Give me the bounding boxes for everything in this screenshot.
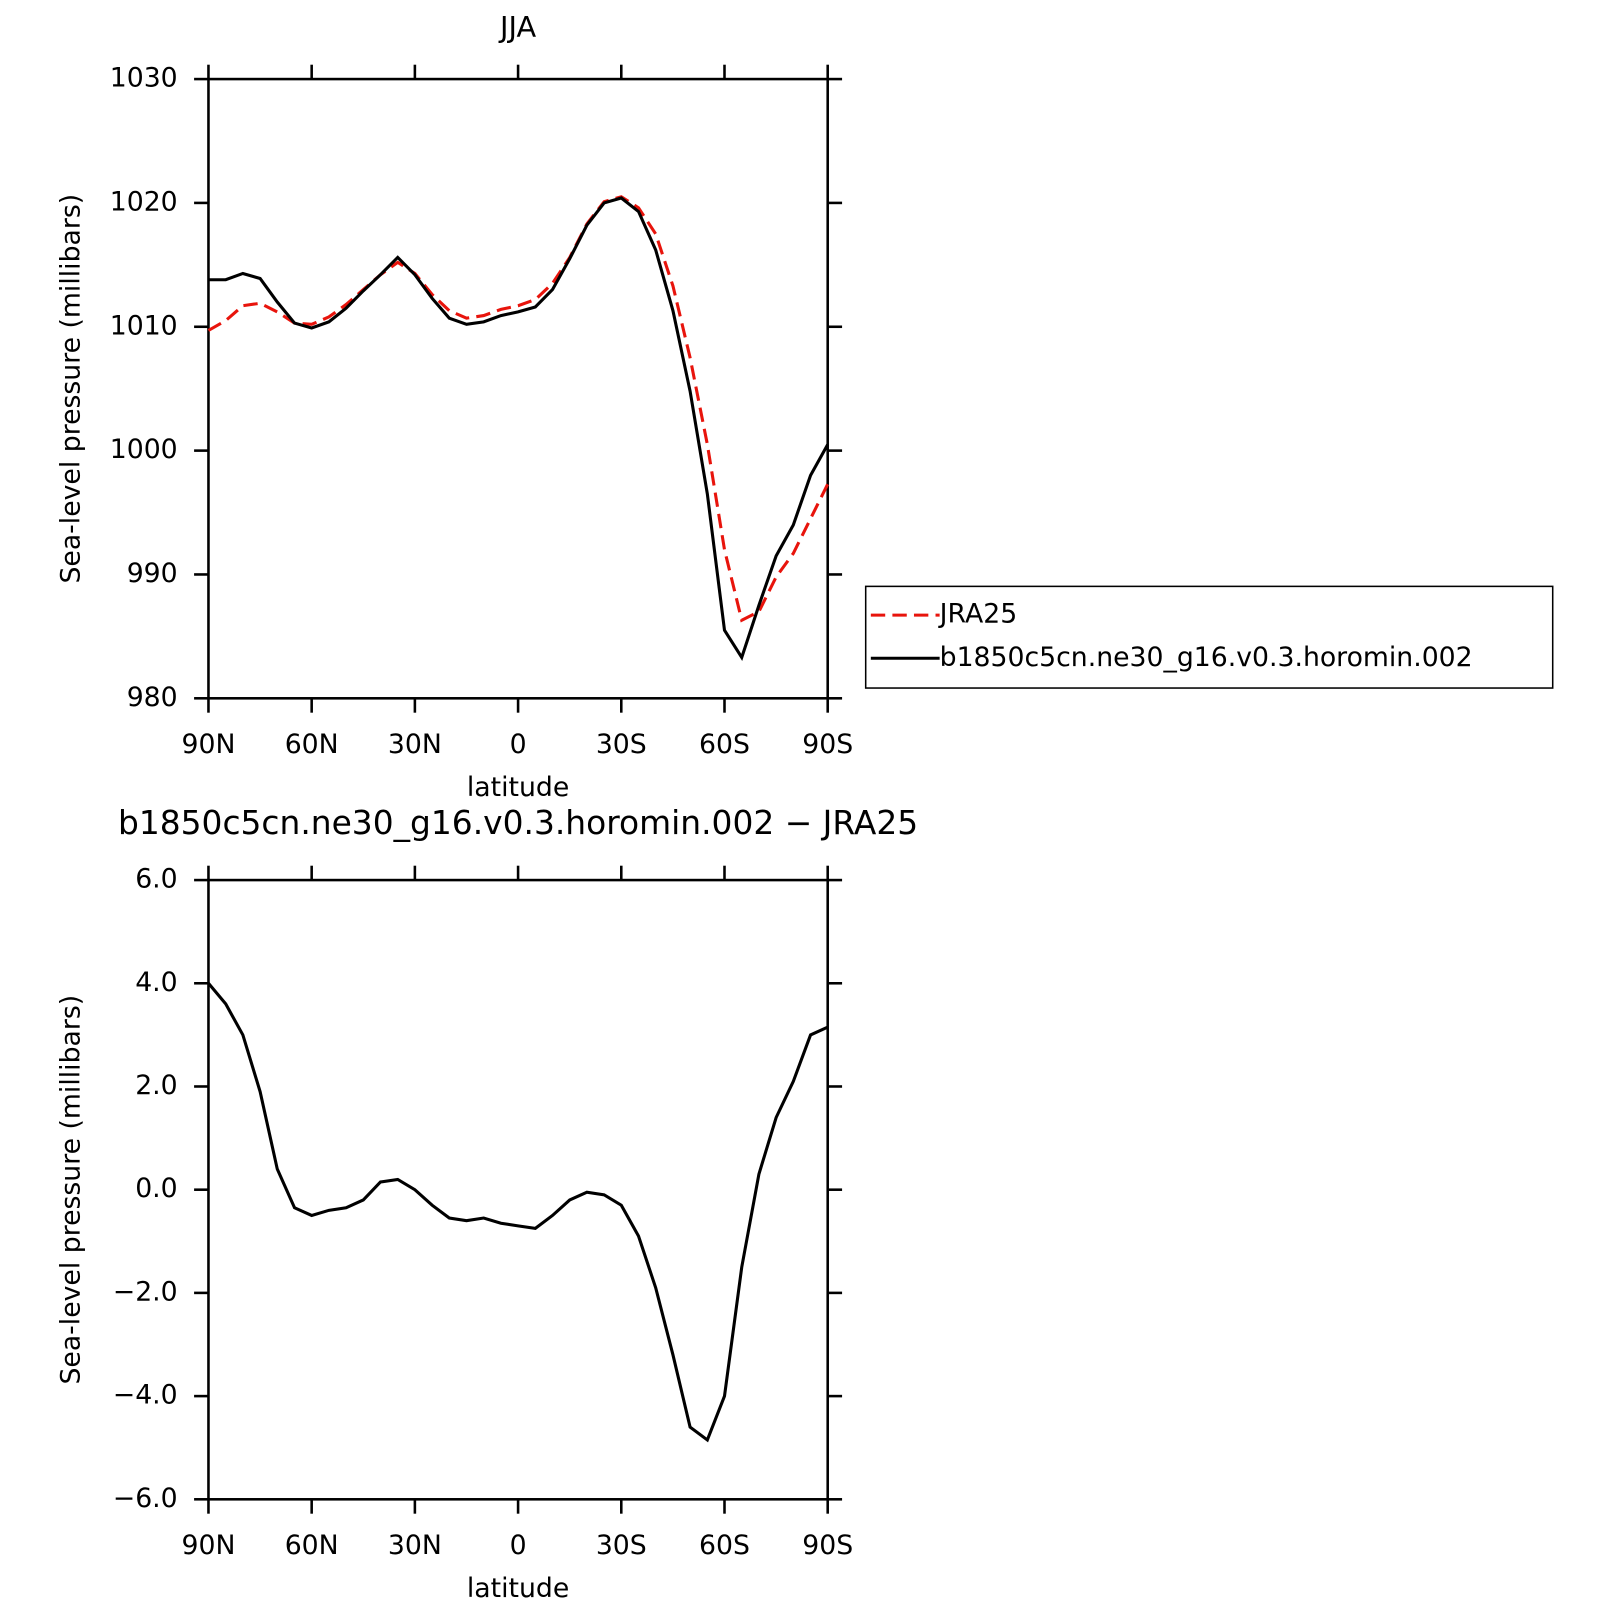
chart-title: b1850c5cn.ne30_g16.v0.3.horomin.002 − JR… [118,803,918,842]
y-tick-label: 1000 [110,434,178,465]
x-tick-label: 90S [802,729,853,760]
x-tick-label: 90N [181,1530,235,1561]
y-tick-label: 2.0 [135,1070,177,1101]
y-tick-label: 990 [127,558,178,589]
legend-label: b1850c5cn.ne30_g16.v0.3.horomin.002 [940,642,1473,673]
x-tick-label: 90N [181,729,235,760]
y-tick-label: 4.0 [135,967,177,998]
y-axis-label: Sea-level pressure (millibars) [55,995,86,1385]
y-tick-label: 1030 [110,63,178,94]
plot-frame [207,77,829,700]
x-axis-label: latitude [467,1573,569,1602]
x-tick-label: 30S [596,729,647,760]
x-tick-label: 90S [802,1530,853,1561]
x-tick-label: 60S [699,729,750,760]
x-tick-label: 30S [596,1530,647,1561]
x-tick-label: 60S [699,1530,750,1561]
y-tick-label: 0.0 [135,1173,177,1204]
data-line [207,195,830,623]
legend-label: JRA25 [938,599,1018,630]
y-tick-label: −4.0 [113,1380,178,1411]
y-tick-label: 1020 [110,186,178,217]
y-axis-label: Sea-level pressure (millibars) [55,194,86,584]
x-axis-label: latitude [467,772,569,803]
x-tick-label: 30N [388,729,442,760]
x-tick-label: 60N [285,729,339,760]
data-line [208,196,830,662]
y-tick-label: 980 [127,682,178,713]
plot-frame [207,878,829,1501]
y-tick-label: −2.0 [113,1276,178,1307]
y-tick-label: −6.0 [113,1483,178,1514]
x-tick-label: 30N [388,1530,442,1561]
data-line [207,982,829,1443]
legend-box [864,585,1554,689]
x-tick-label: 0 [510,1530,527,1561]
x-tick-label: 0 [510,729,527,760]
y-tick-label: 1010 [110,310,178,341]
chart-title: JJA [498,10,536,44]
y-tick-label: 6.0 [135,864,177,895]
x-tick-label: 60N [285,1530,339,1561]
